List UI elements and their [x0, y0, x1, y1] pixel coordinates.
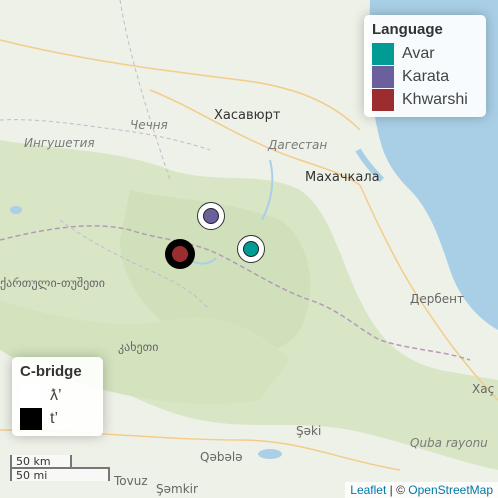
- legend-label-tl: ƛ’: [50, 386, 62, 404]
- legend-label-karata: Karata: [402, 67, 450, 85]
- scale-imperial: 50 mi: [10, 467, 110, 482]
- legend-swatch-t: [20, 407, 42, 430]
- map-label-khasavyurt: Хасавюрт: [214, 108, 281, 123]
- legend-swatch-khwarshi: [372, 88, 394, 111]
- attribution: Leaflet | © OpenStreetMap: [345, 482, 498, 498]
- osm-link[interactable]: OpenStreetMap: [408, 483, 493, 497]
- map-label-derbent: Дербент: [410, 292, 464, 306]
- legend-label-avar: Avar: [402, 44, 435, 62]
- map-label-dagestan: Дагестан: [268, 138, 328, 152]
- legend-language: Language Avar Karata Khwarshi: [364, 15, 486, 117]
- map-label-shamkir: Şəmkir: [156, 482, 198, 496]
- marker-khwarshi[interactable]: [172, 246, 188, 262]
- legend-swatch-karata: [372, 65, 394, 88]
- legend-label-t: t’: [50, 409, 58, 427]
- legend-language-title: Language: [372, 21, 443, 38]
- marker-karata-outline[interactable]: [197, 202, 225, 230]
- marker-karata[interactable]: [203, 208, 219, 224]
- map-label-qabala: Qəbələ: [200, 450, 243, 464]
- map-label-ingushetia: Ингушетия: [24, 136, 95, 150]
- map-label-makhachkala: Махачкала: [305, 170, 380, 185]
- legend-swatch-avar: [372, 42, 394, 65]
- map-label-quba: Quba rayonu: [410, 436, 488, 450]
- legend-label-khwarshi: Khwarshi: [402, 90, 468, 108]
- map-label-chechnya: Чечня: [130, 118, 168, 132]
- marker-khwarshi-outline[interactable]: [165, 239, 195, 269]
- legend-cbridge-title: C-bridge: [20, 363, 82, 380]
- marker-avar-outline[interactable]: [237, 235, 265, 263]
- legend-item-khwarshi: Khwarshi: [372, 88, 476, 111]
- marker-avar[interactable]: [243, 241, 259, 257]
- map-label-sheki: Şəki: [296, 424, 322, 438]
- legend-item-karata: Karata: [372, 65, 476, 88]
- scale-control: 50 km 50 mi: [10, 455, 110, 482]
- legend-swatch-tl: [20, 384, 42, 407]
- legend-item-avar: Avar: [372, 42, 476, 65]
- map-label-georgia: ქართული-თუშეთი: [0, 276, 105, 290]
- attribution-separator: | ©: [386, 483, 409, 497]
- map-label-tovuz: Tovuz: [114, 474, 148, 488]
- scale-metric: 50 km: [10, 455, 72, 469]
- legend-item-t: t’: [20, 407, 95, 430]
- legend-item-tl: ƛ’: [20, 384, 95, 407]
- legend-cbridge: C-bridge ƛ’ t’: [12, 357, 103, 436]
- map-label-khachmaz: Xaç: [472, 382, 495, 396]
- leaflet-link[interactable]: Leaflet: [350, 483, 387, 497]
- map-label-kakheti: კახეთი: [118, 340, 159, 354]
